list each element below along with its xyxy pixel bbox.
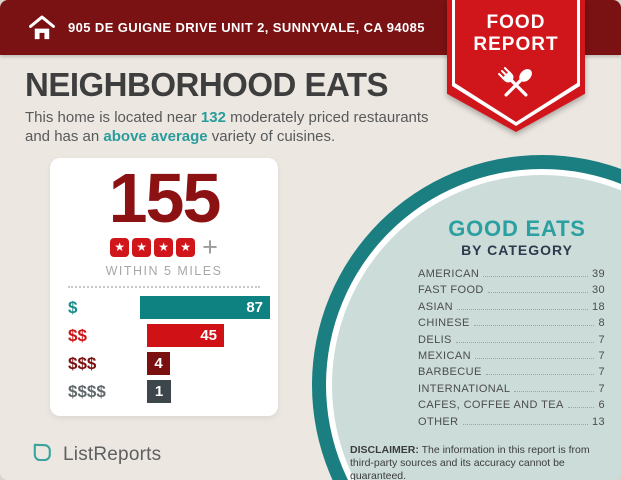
bar-row: $$ 45 [68,324,270,347]
category-count: 6 [598,399,605,412]
category-label: CHINESE [418,317,470,330]
star-icon: ★ [132,238,152,257]
star-icon: ★ [154,238,174,257]
category-label: ASIAN [418,300,454,313]
bar-value: 45 [200,327,217,344]
category-row: OTHER 13 [418,416,605,432]
disclaimer-label: DISCLAIMER: [350,444,419,456]
bar-track: 4 [147,352,270,375]
category-row: ASIAN 18 [418,301,605,317]
badge-title-line1: FOOD [486,12,546,33]
good-eats-title: GOOD EATS [448,216,586,241]
category-count: 7 [598,349,605,362]
bar-value: 4 [154,355,163,372]
category-count: 7 [598,333,605,346]
category-row: CAFES, COFFEE AND TEA 6 [418,399,605,415]
intro-part2: moderately priced restaurants and has an [25,109,429,145]
price-tier-label: $$$ [68,353,97,373]
category-count: 30 [591,284,605,297]
category-label: AMERICAN [418,268,480,280]
dotted-divider [68,286,260,288]
dotted-leader [462,423,588,425]
intro-part3: variety of cuisines. [207,128,336,145]
plus-icon: + [202,232,218,262]
bar: 4 [147,352,170,375]
category-count: 8 [598,317,605,330]
bar-track: 87 [140,296,270,319]
badge-title: FOOD REPORT [447,12,585,56]
restaurant-total-count: 155 [108,159,222,237]
dotted-leader [567,407,595,409]
category-count: 18 [591,300,605,313]
category-row: MEXICAN 7 [418,350,605,366]
category-count: 39 [591,268,605,280]
dotted-leader [485,374,595,376]
category-count: 7 [598,366,605,379]
category-label: CAFES, COFFEE AND TEA [418,399,564,412]
price-tier-label: $$ [68,325,87,345]
house-icon [28,15,56,41]
price-tier-label: $ [68,297,78,317]
star-icon: ★ [110,238,130,257]
crossed-utensils-icon [491,60,541,115]
category-row: DELIS 7 [418,334,605,350]
category-row: INTERNATIONAL 7 [418,383,605,399]
category-label: FAST FOOD [418,284,484,297]
star-icon: ★ [176,238,196,257]
price-tier-label: $$$$ [68,381,106,401]
category-row: CHINESE 8 [418,317,605,333]
property-address: 905 DE GUIGNE DRIVE UNIT 2, SUNNYVALE, C… [68,20,425,35]
dotted-leader [514,390,595,392]
category-row: BARBECUE 7 [418,366,605,382]
bar-track: 1 [147,380,270,403]
dotted-leader [473,325,595,327]
price-tier-bar-chart: $ 87 $$ 45 [68,296,270,408]
listreports-brand: ListReports [30,440,161,470]
star-chips: ★ ★ ★ ★ [110,238,196,257]
bar-value: 1 [154,383,164,400]
brand-name: ListReports [63,444,162,465]
bar-track: 45 [147,324,270,347]
bar-value: 87 [246,299,263,316]
bar: 45 [147,324,224,347]
category-label: BARBECUE [418,366,482,379]
category-row: FAST FOOD 30 [418,284,605,300]
category-label: OTHER [418,415,459,428]
bar: 1 [147,380,171,403]
category-count: 7 [598,382,605,395]
page-title: NEIGHBORHOOD EATS [25,66,389,103]
restaurant-summary-card: 155 ★ ★ ★ ★ + WITHIN 5 MILES $ 87 $$ [50,158,278,416]
dotted-leader [487,292,588,294]
dotted-leader [457,308,588,310]
disclaimer-text: The information in this report is from t… [350,444,590,480]
bar-row: $$$ 4 [68,352,270,375]
category-label: INTERNATIONAL [418,382,511,395]
listreports-logo-icon [30,440,55,470]
radius-label: WITHIN 5 MILES [105,264,223,278]
bar-row: $ 87 [68,296,270,319]
good-eats-subtitle: BY CATEGORY [461,242,573,258]
disclaimer: DISCLAIMER: The information in this repo… [350,444,614,480]
category-label: DELIS [418,333,452,346]
intro-paragraph: This home is located near 132 moderately… [25,108,455,146]
category-list: AMERICAN 39 FAST FOOD 30 ASIAN 18 CHINES… [418,268,605,432]
dotted-leader [455,341,595,343]
intro-part1: This home is located near [25,109,201,126]
bar-row: $$$$ 1 [68,380,270,403]
restaurant-count-highlight: 132 [200,109,226,126]
dotted-leader [474,357,595,359]
category-row: AMERICAN 39 [418,268,605,284]
food-report-ribbon-badge: FOOD REPORT [447,0,585,132]
star-rating: ★ ★ ★ ★ + [50,232,278,262]
bar: 87 [140,296,270,319]
badge-title-line2: REPORT [473,34,559,55]
variety-highlight: above average [103,128,208,145]
category-label: MEXICAN [418,349,471,362]
dotted-leader [483,276,588,277]
category-count: 13 [591,415,605,428]
